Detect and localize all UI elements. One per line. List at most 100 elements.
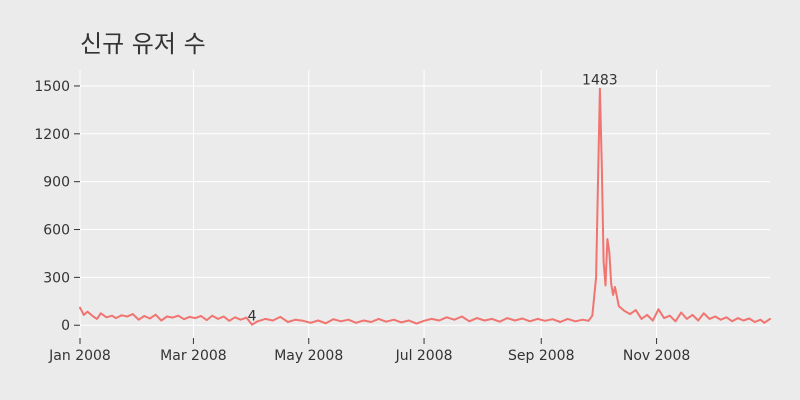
data-point	[92, 315, 95, 318]
data-point	[763, 322, 766, 324]
y-tick-label: 600	[43, 223, 70, 239]
data-point	[200, 315, 202, 317]
data-point	[362, 319, 365, 322]
data-point	[491, 318, 493, 320]
data-point	[461, 315, 463, 318]
data-point	[582, 318, 584, 321]
data-point	[287, 321, 289, 323]
data-point	[612, 294, 614, 296]
data-point	[595, 276, 597, 279]
data-point	[194, 317, 197, 319]
data-point	[529, 320, 531, 323]
data-point	[720, 318, 722, 321]
data-point	[279, 316, 282, 318]
data-point	[96, 318, 98, 320]
data-point	[377, 318, 380, 320]
data-point	[272, 319, 274, 322]
data-point	[623, 310, 626, 312]
data-point	[228, 319, 231, 322]
data-point	[544, 319, 546, 322]
data-point	[521, 317, 524, 320]
data-point	[731, 320, 733, 323]
data-point	[79, 306, 81, 309]
data-point	[574, 320, 577, 323]
data-point	[355, 322, 357, 324]
data-point	[211, 314, 214, 317]
data-point	[137, 318, 140, 321]
data-point	[385, 320, 388, 323]
data-point	[166, 315, 168, 318]
data-point	[347, 318, 350, 321]
data-point	[294, 318, 297, 321]
data-point	[171, 316, 174, 319]
data-point	[115, 317, 117, 319]
data-point	[154, 313, 157, 316]
data-point	[559, 321, 561, 323]
data-point	[217, 318, 219, 320]
data-point	[332, 318, 335, 320]
data-point	[264, 318, 267, 320]
data-point	[177, 314, 180, 317]
data-label: 4	[248, 309, 257, 325]
data-point	[617, 305, 620, 307]
data-point	[697, 319, 699, 322]
data-point	[317, 319, 319, 322]
data-point	[99, 312, 102, 315]
data-point	[126, 315, 129, 318]
data-point	[634, 309, 637, 311]
chart-title: 신규 유저 수	[80, 30, 206, 58]
data-point	[640, 318, 643, 320]
y-tick-label: 300	[43, 270, 70, 286]
data-point	[415, 322, 418, 325]
data-point	[629, 313, 631, 315]
data-point	[234, 316, 236, 319]
data-point	[600, 164, 603, 167]
y-axis: 0 300 600 900 1200 1500	[34, 79, 80, 334]
data-point	[657, 308, 660, 311]
x-tick-label: Sep 2008	[508, 348, 574, 364]
data-point	[669, 314, 671, 317]
data-point	[105, 316, 108, 319]
y-tick-label: 0	[61, 318, 70, 334]
data-point	[245, 316, 248, 319]
data-point	[149, 317, 151, 320]
x-tick-label: Jan 2008	[48, 348, 111, 364]
data-point	[602, 260, 605, 263]
data-point	[423, 319, 425, 322]
data-point	[566, 318, 569, 320]
data-point	[340, 320, 342, 323]
y-tick-label: 900	[43, 175, 70, 191]
data-point	[604, 284, 607, 287]
data-point	[476, 317, 478, 319]
data-point	[742, 319, 745, 322]
data-label: 1483	[582, 73, 618, 89]
data-point	[143, 315, 146, 317]
data-point	[438, 319, 440, 322]
data-point	[239, 318, 242, 321]
grid-lines	[79, 70, 770, 338]
data-point	[614, 286, 616, 288]
x-tick-label: Nov 2008	[623, 348, 690, 364]
annotations: 1483 4	[248, 73, 618, 325]
data-point	[587, 319, 590, 322]
data-point	[714, 315, 716, 318]
data-point	[188, 316, 191, 318]
data-point	[725, 316, 728, 319]
data-point	[680, 311, 682, 314]
data-point	[674, 320, 677, 323]
data-point	[651, 319, 654, 322]
x-tick-label: Mar 2008	[160, 348, 227, 364]
data-point	[370, 321, 372, 323]
data-point	[302, 319, 304, 322]
data-point	[748, 317, 751, 320]
data-point	[408, 319, 410, 322]
data-point	[132, 313, 134, 315]
data-point	[599, 87, 601, 90]
data-point	[703, 312, 705, 315]
data-point	[769, 318, 771, 320]
data-point	[160, 319, 163, 322]
data-point	[468, 320, 471, 323]
data-point	[120, 314, 123, 317]
